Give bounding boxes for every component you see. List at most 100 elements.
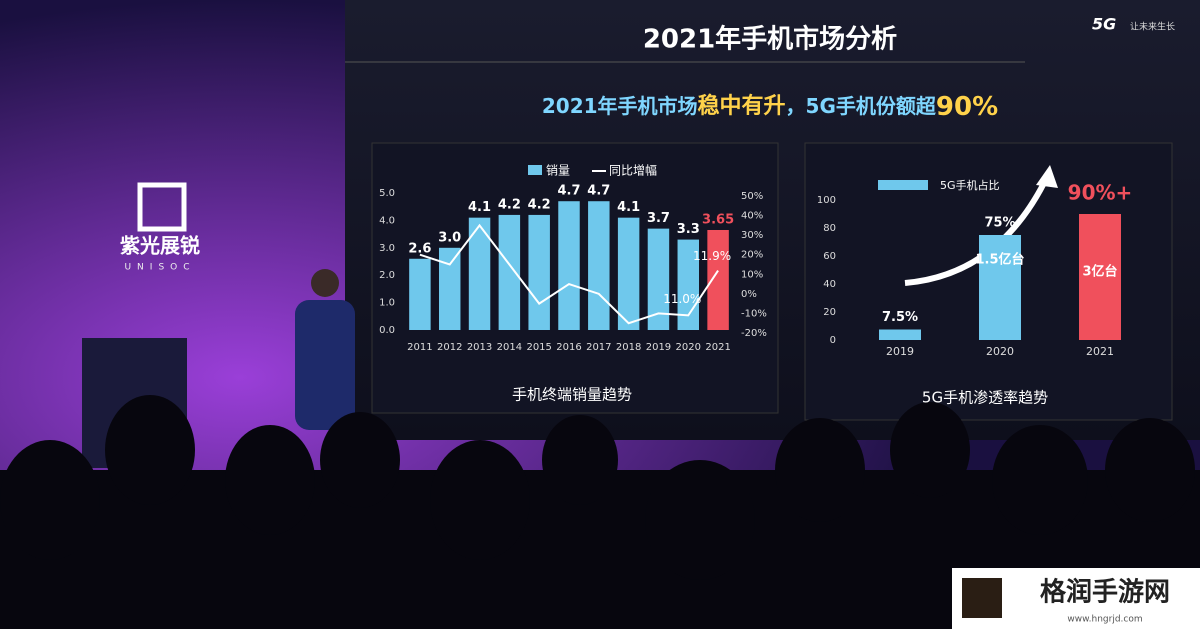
- brand-icon: [137, 182, 187, 232]
- value-label: 2.6: [408, 241, 431, 256]
- head: [225, 425, 315, 535]
- x-tick-label: 2019: [886, 345, 914, 358]
- x-tick-label: 2019: [646, 342, 671, 353]
- x-tick-label: 2021: [705, 342, 730, 353]
- bar: [879, 329, 921, 340]
- watermark-url: www.hngrjd.com: [1067, 615, 1142, 625]
- legend-label: 5G手机占比: [940, 178, 1000, 192]
- bar: [588, 201, 610, 330]
- value-label: 4.2: [498, 197, 521, 212]
- x-tick-label: 2016: [556, 342, 581, 353]
- value-label: 3.3: [677, 222, 700, 237]
- subtitle-part: 稳中有升: [698, 93, 786, 119]
- slide-title: 2021年手机市场分析: [643, 24, 897, 55]
- subtitle-part: 90%: [936, 92, 998, 122]
- line: [419, 223, 719, 325]
- corner-slogan: 让未来生长: [1130, 21, 1175, 33]
- bar: [707, 229, 729, 330]
- bar: [979, 235, 1021, 340]
- y-tick-label: 100: [817, 195, 836, 206]
- watermark-name: 格润手游网: [1040, 577, 1170, 608]
- bar: [617, 217, 640, 330]
- value-label: 3.65: [702, 212, 734, 227]
- y-tick-label: 40: [823, 279, 836, 290]
- y-tick-label: 80: [823, 223, 836, 234]
- x-tick-label: 2020: [986, 345, 1014, 358]
- head: [430, 440, 530, 560]
- value-label: 75%: [984, 216, 1015, 231]
- head: [105, 395, 195, 505]
- y-tick-label: -10%: [741, 308, 767, 319]
- value-label: 7.5%: [882, 310, 918, 325]
- bar: [409, 258, 431, 330]
- y-tick-label: 5.0: [379, 188, 395, 199]
- y-tick-label: 0.0: [379, 325, 395, 336]
- y-tick-label: 20: [823, 307, 836, 318]
- value-label: 3.0: [438, 230, 461, 245]
- y-tick-label: 0: [830, 335, 836, 346]
- head: [0, 440, 100, 560]
- y-tick-label: 30%: [741, 230, 763, 241]
- x-tick-label: 2012: [437, 342, 462, 353]
- y-tick-label: 3.0: [379, 243, 395, 254]
- y-tick-label: 10%: [741, 269, 763, 280]
- x-tick-label: 2015: [526, 342, 551, 353]
- value-label: 4.2: [528, 197, 551, 212]
- watermark-icon: [962, 578, 1002, 618]
- x-tick-label: 2014: [497, 342, 522, 353]
- y-tick-label: 50%: [741, 191, 763, 202]
- x-tick-label: 2013: [467, 342, 492, 353]
- subtitle-part: ，5G手机份额超: [786, 94, 937, 118]
- chart-title: 5G手机渗透率趋势: [922, 389, 1048, 407]
- x-tick-label: 2018: [616, 342, 641, 353]
- bar-annotation: 1.5亿台: [975, 252, 1024, 268]
- brand-name: 紫光展锐: [120, 234, 200, 258]
- head: [645, 460, 755, 580]
- y-tick-label: 20%: [741, 250, 763, 261]
- corner-logo: 5G: [1092, 15, 1116, 34]
- bar-annotation: 3亿台: [1082, 264, 1117, 280]
- head: [1105, 418, 1195, 522]
- value-label: 4.7: [587, 184, 610, 199]
- bar: [528, 214, 550, 330]
- brand-en: UNISOC: [124, 263, 195, 273]
- subtitle-part: 2021年手机市场: [542, 94, 698, 118]
- head: [320, 412, 400, 508]
- y-tick-label: 60: [823, 251, 836, 262]
- value-label: 3.7: [647, 211, 670, 226]
- bar: [498, 214, 521, 330]
- y-tick-label: 40%: [741, 211, 763, 222]
- speaker-head: [311, 269, 339, 297]
- legend-swatch: [878, 180, 928, 190]
- value-label: 4.7: [557, 184, 580, 199]
- chart-title: 手机终端销量趋势: [512, 386, 632, 404]
- x-tick-label: 2020: [676, 342, 701, 353]
- legend-label: 销量: [546, 164, 570, 178]
- slide-subtitle: 2021年手机市场稳中有升，5G手机份额超90%: [542, 92, 998, 122]
- value-label: 11.0%: [663, 292, 701, 306]
- arrow-head: [1036, 165, 1058, 188]
- head: [890, 402, 970, 498]
- bar: [558, 201, 580, 330]
- head: [542, 415, 618, 505]
- value-label: 4.1: [468, 200, 491, 215]
- y-tick-label: -20%: [741, 328, 767, 339]
- head: [992, 425, 1088, 535]
- y-tick-label: 4.0: [379, 215, 395, 226]
- x-tick-label: 2017: [586, 342, 611, 353]
- y-tick-label: 2.0: [379, 270, 395, 281]
- value-label: 4.1: [617, 200, 640, 215]
- bar: [438, 247, 461, 330]
- head: [775, 418, 865, 522]
- bar: [1079, 214, 1121, 340]
- legend-swatch: [528, 165, 542, 175]
- bar: [468, 217, 491, 330]
- speaker: [295, 300, 355, 430]
- y-tick-label: 1.0: [379, 298, 395, 309]
- value-label: 11.9%: [693, 249, 731, 263]
- value-label: 90%+: [1068, 181, 1133, 205]
- y-tick-label: 0%: [741, 289, 757, 300]
- legend-label: 同比增幅: [609, 163, 657, 178]
- x-tick-label: 2011: [407, 342, 432, 353]
